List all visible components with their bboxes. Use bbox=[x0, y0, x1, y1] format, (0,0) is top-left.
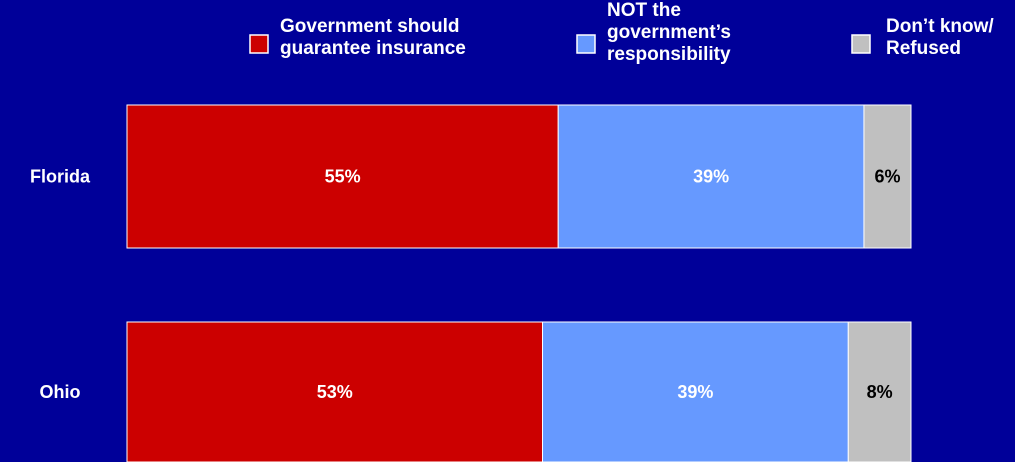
legend-label-not-the-government-s-responsibility: NOT the government’s responsibility bbox=[607, 0, 731, 65]
category-label-ohio: Ohio bbox=[40, 382, 81, 402]
bar-segment-ohio-3 bbox=[847, 321, 912, 462]
bar-segment-florida-3 bbox=[863, 104, 912, 249]
legend-label-don-t-know-refused: Don’t know/Refused bbox=[886, 16, 994, 59]
data-label-ohio-1: 53% bbox=[317, 382, 353, 402]
bar-segment-ohio-2 bbox=[542, 321, 849, 462]
category-label-florida: Florida bbox=[30, 167, 91, 187]
data-label-florida-3: 6% bbox=[874, 167, 900, 187]
legend-swatch-not-the-government-s-responsibility bbox=[576, 34, 596, 54]
legend-swatch-don-t-know-refused bbox=[851, 34, 871, 54]
data-label-florida-2: 39% bbox=[693, 167, 729, 187]
bar-segment-ohio-1 bbox=[126, 321, 544, 462]
legend-label-government-should-guarantee-insurance: Government should guarantee insurance bbox=[280, 16, 466, 59]
data-label-ohio-2: 39% bbox=[677, 382, 713, 402]
legend-swatch-government-should-guarantee-insurance bbox=[249, 34, 269, 54]
bar-segment-florida-2 bbox=[557, 104, 865, 249]
data-label-florida-1: 55% bbox=[325, 167, 361, 187]
plot-area: Florida 55% 39% 6% Ohio 53% 39% 8% bbox=[30, 104, 912, 462]
legend: Government should guarantee insurance NOT … bbox=[249, 0, 994, 65]
data-label-ohio-3: 8% bbox=[867, 382, 893, 402]
bar-segment-florida-1 bbox=[126, 104, 559, 249]
